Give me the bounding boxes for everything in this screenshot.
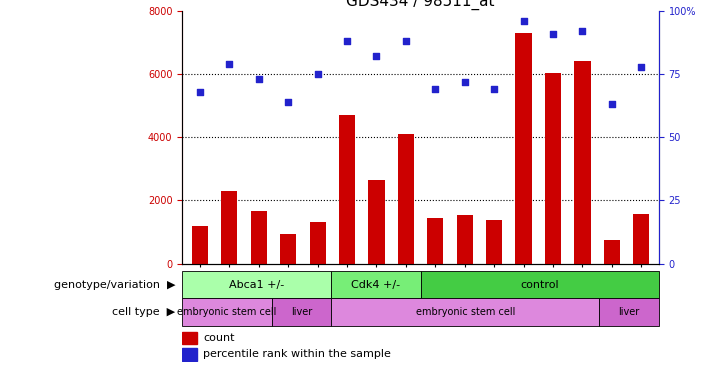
Point [194, 89, 205, 95]
Bar [280, 234, 297, 264]
Point [371, 53, 382, 59]
Title: GDS434 / 98511_at: GDS434 / 98511_at [346, 0, 495, 10]
Bar [182, 271, 331, 298]
Bar [604, 240, 620, 264]
Bar [397, 134, 414, 264]
Bar [339, 115, 355, 264]
Bar [427, 218, 444, 264]
Point [518, 18, 529, 24]
Point [459, 79, 470, 85]
Bar [182, 348, 197, 361]
Bar [486, 220, 502, 264]
Bar [599, 298, 659, 326]
Text: count: count [203, 333, 235, 343]
Text: genotype/variation  ▶: genotype/variation ▶ [54, 280, 175, 290]
Bar [182, 332, 197, 344]
Bar [368, 180, 385, 264]
Bar [182, 298, 272, 326]
Bar [421, 271, 659, 298]
Bar [515, 33, 531, 264]
Point [283, 99, 294, 105]
Point [606, 101, 618, 107]
Text: liver: liver [291, 307, 312, 317]
Bar [456, 214, 473, 264]
Point [253, 76, 264, 82]
Point [224, 61, 235, 67]
Point [489, 86, 500, 92]
Bar [192, 225, 208, 264]
Text: control: control [520, 280, 559, 290]
Text: percentile rank within the sample: percentile rank within the sample [203, 350, 391, 359]
Bar [331, 271, 421, 298]
Point [400, 38, 411, 44]
Point [636, 64, 647, 70]
Bar [272, 298, 332, 326]
Bar [331, 298, 599, 326]
Bar [251, 212, 267, 264]
Point [577, 28, 588, 34]
Text: embryonic stem cell: embryonic stem cell [177, 307, 277, 317]
Point [341, 38, 353, 44]
Text: liver: liver [618, 307, 640, 317]
Bar [545, 72, 561, 264]
Bar [574, 61, 590, 264]
Point [312, 71, 323, 77]
Point [547, 31, 559, 37]
Point [430, 86, 441, 92]
Bar [310, 223, 326, 264]
Text: Cdk4 +/-: Cdk4 +/- [351, 280, 400, 290]
Bar [222, 191, 238, 264]
Text: cell type  ▶: cell type ▶ [112, 307, 175, 317]
Bar [633, 214, 649, 264]
Text: Abca1 +/-: Abca1 +/- [229, 280, 285, 290]
Text: embryonic stem cell: embryonic stem cell [416, 307, 515, 317]
